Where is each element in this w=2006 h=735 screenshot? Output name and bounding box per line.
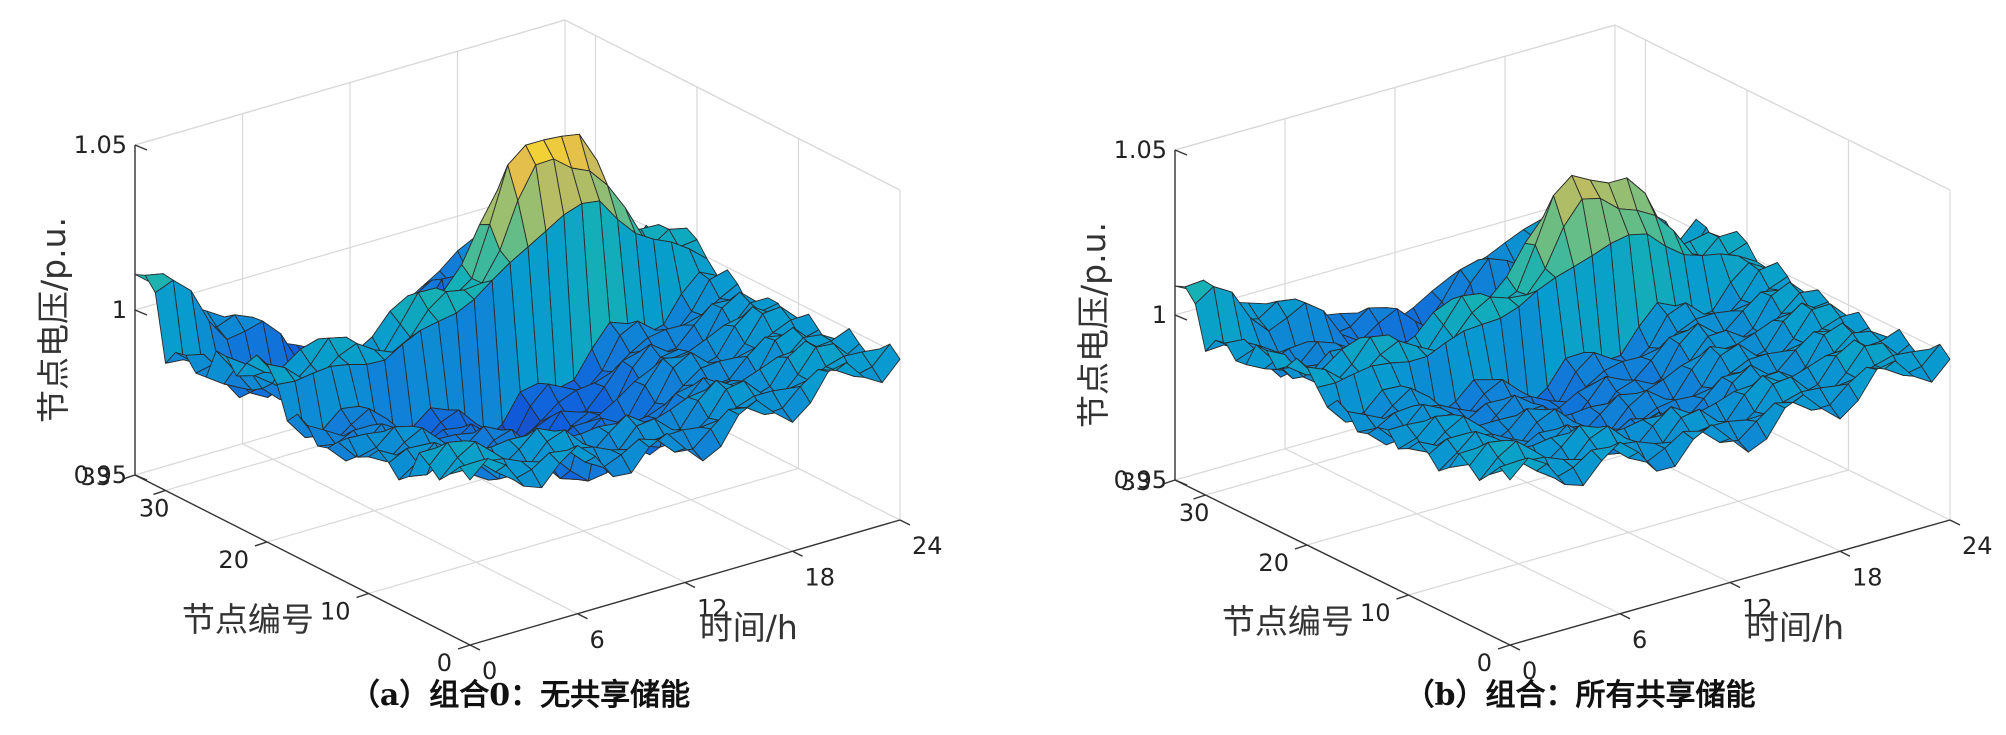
x-tick-label: 18 [1852, 563, 1883, 591]
y-tick-label: 20 [1258, 549, 1289, 577]
axes: 0 6 12 18 24 0 10 20 30 330.95 1 1.05 时间/h 节点编号 节点电压/p… [34, 131, 943, 685]
z-tick-label: 1.05 [74, 131, 127, 159]
x-tick-label: 0 [1522, 657, 1537, 685]
z-axis-label: 节点电压/p.u. [1074, 222, 1113, 428]
x-tick-label: 18 [805, 563, 836, 591]
chart-a-no-shared-storage: 0 6 12 18 24 0 10 20 30 330.95 1 1.05 时间/h 节点编号 节点电压/p… [34, 19, 943, 713]
y-tick-label: 30 [139, 494, 170, 522]
y-tick-label: 10 [320, 597, 351, 625]
z-tick-label: 1 [1152, 301, 1167, 329]
chart-b-all-shared-storage: 0 6 12 18 24 0 10 20 30 330.95 1 1.05 时间/h 节点编号 节点电压/p… [1074, 24, 1993, 713]
surface-cell [1499, 457, 1529, 481]
z-tick-label: 1 [112, 296, 127, 324]
y-tick-label: 0 [1477, 649, 1492, 677]
y-axis-line [134, 474, 471, 646]
x-tick-label: 24 [912, 532, 943, 560]
y-axis-label: 节点编号 [182, 600, 314, 639]
x-axis-label: 时间/h [700, 608, 798, 647]
x-tick-label: 12 [697, 595, 728, 623]
x-tick-label: 6 [590, 626, 605, 654]
voltage-surface [1174, 174, 1951, 486]
voltage-surface [134, 133, 901, 489]
chart-caption: （a）组合0：无共享储能 [350, 678, 690, 713]
surface-cell [459, 458, 489, 481]
x-tick-label: 0 [482, 657, 497, 685]
y-tick-label: 20 [218, 546, 249, 574]
axes: 0 6 12 18 24 0 10 20 30 330.95 1 1.05 时间/h 节点编号 节点电压/p… [1074, 136, 1993, 685]
y-axis-label: 节点编号 [1222, 602, 1354, 641]
y-tick-label: 0 [437, 649, 452, 677]
x-tick-label: 12 [1742, 595, 1773, 623]
x-axis-label: 时间/h [1746, 608, 1844, 647]
chart-caption: （b）组合：所有共享储能 [1405, 678, 1756, 713]
y-tick-label: 33 [1120, 468, 1151, 496]
y-tick-label: 30 [1179, 499, 1210, 527]
z-tick-label: 0.95 [1114, 466, 1167, 494]
y-tick-label: 33 [80, 463, 111, 491]
x-tick-label: 24 [1962, 532, 1993, 560]
z-tick-label: 0.95 [74, 461, 127, 489]
y-axis-line [1174, 479, 1511, 646]
z-tick-label: 1.05 [1114, 136, 1167, 164]
y-tick-label: 10 [1360, 599, 1391, 627]
z-axis-label: 节点电压/p.u. [34, 217, 73, 423]
x-tick-label: 6 [1632, 626, 1647, 654]
